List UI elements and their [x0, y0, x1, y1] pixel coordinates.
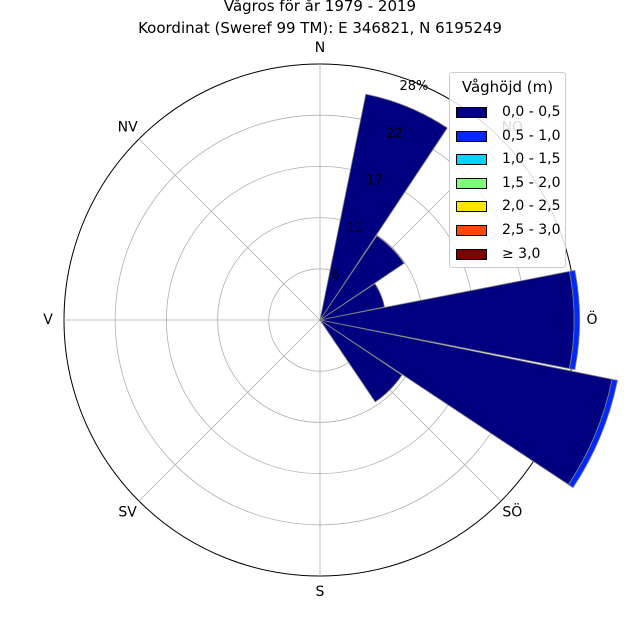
- radial-tick-label-4: 28%: [400, 79, 429, 94]
- legend-swatch-0: [456, 107, 487, 118]
- legend-item-1: 0,5 - 1,0: [456, 126, 566, 146]
- legend-label-5: 2,5 - 3,0: [502, 222, 561, 238]
- legend-label-4: 2,0 - 2,5: [502, 198, 561, 215]
- legend-item-5: 2,5 - 3,0: [456, 220, 566, 240]
- legend-swatch-2: [456, 154, 487, 166]
- bar-sector-2-bin-0: [319, 283, 385, 321]
- axis-labels: NNÖÖSÖSSVVNV611172228%: [43, 40, 597, 600]
- direction-label-0: N: [315, 40, 325, 56]
- legend-item-6: ≥ 3,0: [456, 244, 566, 264]
- direction-label-7: NV: [118, 120, 138, 136]
- legend-label-1: 0,5 - 1,0: [502, 127, 561, 144]
- direction-label-6: V: [43, 312, 53, 328]
- legend-label-2: 1,0 - 1,5: [502, 151, 561, 168]
- direction-label-5: SV: [118, 504, 137, 520]
- legend-label-3: 1,5 - 2,0: [502, 174, 561, 191]
- legend-item-4: 2,0 - 2,5: [456, 196, 566, 216]
- legend-item-2: 1,0 - 1,5: [456, 149, 566, 169]
- direction-label-2: Ö: [586, 310, 597, 328]
- radial-tick-label-1: 11: [347, 221, 364, 236]
- legend-title: Våghöjd (m): [461, 78, 554, 96]
- legend-swatch-1: [456, 130, 487, 142]
- bar-sector-3-bin-1: [569, 269, 581, 371]
- bar-sector-4-bin-1: [567, 378, 618, 489]
- bar-sector-0-bin-0: [319, 93, 448, 321]
- legend-item-3: 1,5 - 2,0: [456, 173, 566, 193]
- legend-swatch-3: [456, 177, 487, 189]
- radial-tick-label-0: 6: [331, 268, 339, 283]
- radial-tick-label-2: 17: [367, 174, 384, 189]
- legend-swatch-6: [456, 248, 487, 260]
- legend-swatch-4: [456, 201, 487, 213]
- legend-swatch-5: [456, 225, 487, 236]
- bar-sector-1-bin-0: [319, 235, 405, 321]
- direction-label-3: SÖ: [502, 502, 522, 520]
- legend-item-0: 0,0 - 0,5: [456, 102, 566, 122]
- chart-subtitle: Koordinat (Sweref 99 TM): E 346821, N 61…: [138, 19, 502, 37]
- direction-label-4: S: [316, 584, 325, 600]
- legend: Våghöjd (m) 0,0 - 0,5 0,5 - 1,0 1,0 - 1,5 1…: [449, 72, 566, 268]
- legend-label-6: ≥ 3,0: [502, 245, 541, 262]
- legend-label-0: 0,0 - 0,5: [502, 104, 561, 120]
- grid-spoke: [138, 319, 321, 502]
- chart-title: Vågros för år 1979 - 2019: [223, 0, 417, 15]
- radial-tick-label-3: 22: [386, 126, 403, 141]
- grid-spoke: [138, 138, 321, 321]
- wave-bars: [319, 93, 618, 489]
- bar-sector-5-bin-0: [319, 319, 403, 403]
